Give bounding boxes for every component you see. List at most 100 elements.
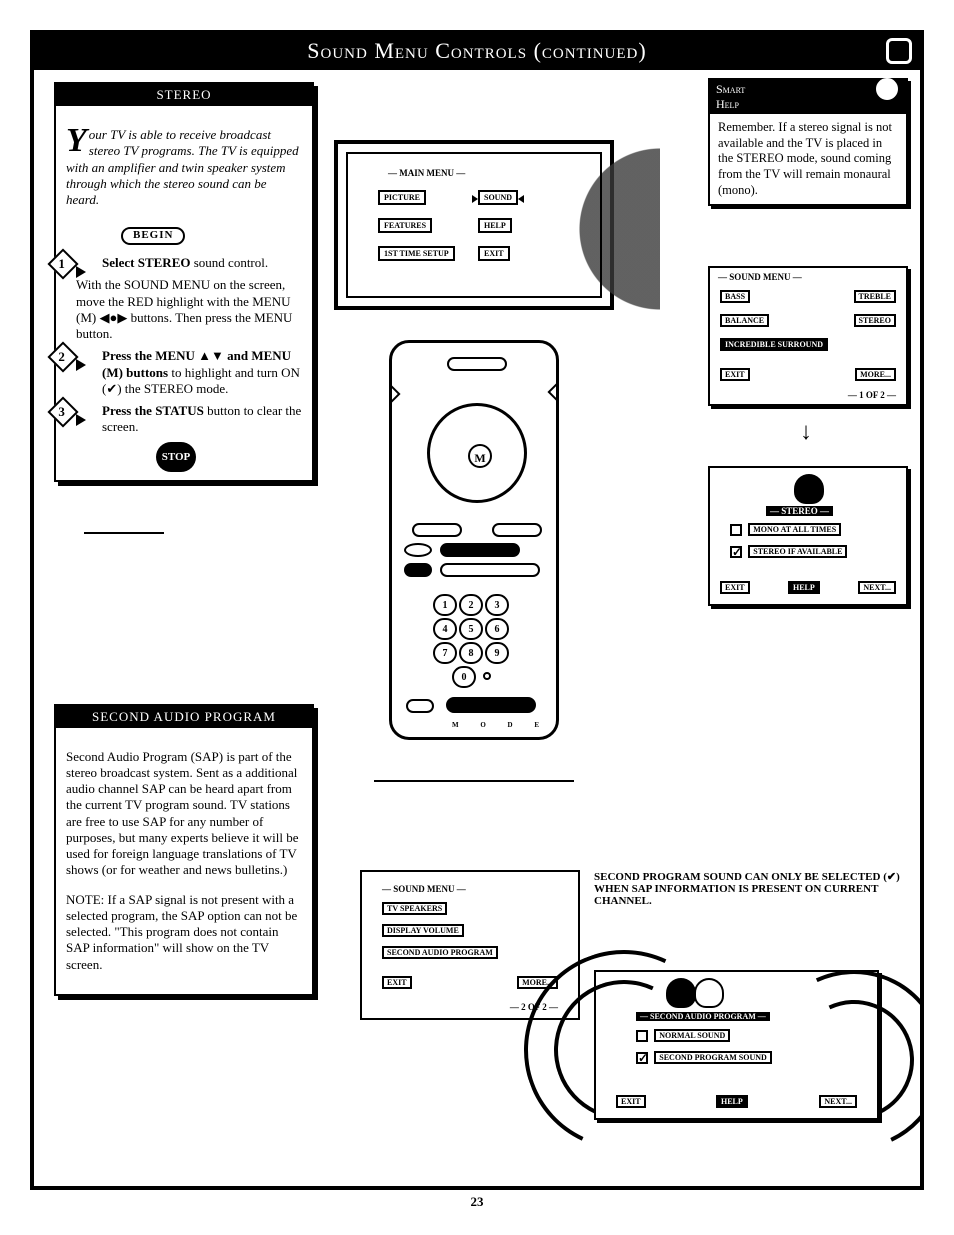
step1b-text: With the SOUND MENU on the screen, move … [76, 277, 292, 341]
step1-bold: Select STEREO [102, 255, 190, 270]
sound-menu-2-label: — SOUND MENU — [382, 884, 466, 894]
remote-mode-bar [446, 697, 536, 713]
sap-text: Second Audio Program (SAP) is part of th… [66, 749, 302, 879]
btn-treble: TREBLE [854, 290, 896, 303]
remote-bar-2 [440, 563, 540, 577]
btn-exit2: EXIT [720, 581, 750, 594]
sap-header: SECOND AUDIO PROGRAM [56, 706, 312, 728]
btn-next2: NEXT... [858, 581, 896, 594]
sound-menu-1-screen: — SOUND MENU — BASS TREBLE BALANCE STERE… [708, 266, 908, 406]
remote-mode-label: M O D E [452, 721, 549, 729]
remote-round-1 [404, 543, 432, 557]
step3-bold: Press the STATUS [102, 403, 204, 418]
remote-top-pill [447, 357, 507, 371]
btn-exit1: EXIT [720, 368, 750, 381]
btn-exit4: EXIT [616, 1095, 646, 1108]
stereo-body: Y our TV is able to receive broadcast st… [56, 106, 312, 480]
remote-pill-2 [492, 523, 542, 537]
step-1b: With the SOUND MENU on the screen, move … [66, 277, 302, 342]
step1-text: sound control. [190, 255, 268, 270]
intro-rest: our TV is able to receive broadcast ster… [66, 127, 299, 207]
left-column: STEREO Y our TV is able to receive broad… [54, 82, 314, 1010]
remote-dark-pill [404, 563, 432, 577]
step-marker-1: 1 [52, 253, 86, 279]
sap-center-note: SECOND PROGRAM SOUND CAN ONLY BE SELECTE… [594, 870, 904, 907]
page-title: Sound Menu Controls (continued) [307, 38, 646, 63]
lightbulb-icon [872, 78, 902, 114]
btn-help4: HELP [716, 1095, 748, 1108]
outer-frame: Sound Menu Controls (continued) STEREO Y… [30, 30, 924, 1190]
faces-icon [666, 978, 724, 1013]
sap-body: Second Audio Program (SAP) is part of th… [56, 728, 312, 994]
center-divider [374, 780, 574, 782]
stereo-intro: Y our TV is able to receive broadcast st… [66, 127, 302, 208]
btn-sound: SOUND [478, 190, 518, 205]
stereo-options-screen: — STEREO — MONO AT ALL TIMES STEREO IF A… [708, 466, 908, 606]
btn-sap: SECOND AUDIO PROGRAM [382, 946, 498, 959]
btn-picture: PICTURE [378, 190, 426, 205]
btn-tvspeakers: TV SPEAKERS [382, 902, 447, 915]
checkbox-mono [730, 524, 742, 536]
content: STEREO Y our TV is able to receive broad… [34, 70, 920, 1186]
sound-menu-footer: — 1 OF 2 — [848, 390, 896, 400]
btn-exit: EXIT [478, 246, 510, 261]
btn-first-time: 1ST TIME SETUP [378, 246, 455, 261]
down-arrow-icon: ↓ [800, 419, 812, 446]
step-3: 3 Press the STATUS button to clear the s… [66, 403, 302, 436]
left-divider [84, 532, 164, 534]
btn-bass: BASS [720, 290, 750, 303]
btn-surround: INCREDIBLE SURROUND [720, 338, 828, 351]
remote-dpad-ring: M [427, 403, 527, 503]
sap-note: NOTE: If a SAP signal is not present wit… [66, 892, 302, 973]
main-menu-screen: — MAIN MENU — PICTURE SOUND FEATURES HEL… [334, 140, 614, 310]
stop-badge: STOP [156, 442, 196, 472]
stereo-panel: STEREO Y our TV is able to receive broad… [54, 82, 314, 482]
remote-control: M 2 1 3 1 2 123 456 [389, 340, 559, 740]
opt-second: SECOND PROGRAM SOUND [636, 1052, 772, 1064]
center-column: — MAIN MENU — PICTURE SOUND FEATURES HEL… [334, 140, 614, 802]
btn-help2: HELP [788, 581, 820, 594]
step-2: 2 Press the MENU ▲▼ and MENU (M) buttons… [66, 348, 302, 397]
remote-menu-button: M [468, 444, 492, 468]
remote-power [406, 699, 434, 713]
checkbox-normal [636, 1030, 648, 1042]
opt-normal: NORMAL SOUND [636, 1030, 730, 1042]
stereo-header: STEREO [56, 84, 312, 106]
sound-menu-label: — SOUND MENU — [718, 272, 802, 282]
page-number: 23 [30, 1194, 924, 1210]
btn-features: FEATURES [378, 218, 432, 233]
step-marker-2: 2 [52, 346, 86, 372]
btn-stereo: STEREO [854, 314, 896, 327]
corner-icon [886, 38, 912, 64]
sap-options-screen: — SECOND AUDIO PROGRAM — NORMAL SOUND SE… [594, 970, 879, 1120]
dropcap: Y [66, 127, 89, 155]
tv-inner: — MAIN MENU — PICTURE SOUND FEATURES HEL… [346, 152, 602, 298]
begin-badge: BEGIN [121, 227, 185, 245]
btn-next4: NEXT... [819, 1095, 857, 1108]
sap-opt-label: — SECOND AUDIO PROGRAM — [636, 1012, 770, 1021]
remote-pill-1 [412, 523, 462, 537]
callout-2: 2 [389, 383, 396, 410]
btn-exit3: EXIT [382, 976, 412, 989]
main-menu-label: — MAIN MENU — [388, 168, 465, 178]
checkbox-stereo [730, 546, 742, 558]
remote-keypad: 123 456 789 0 [432, 593, 510, 689]
page-title-bar: Sound Menu Controls (continued) [34, 34, 920, 70]
opt-stereo-avail: STEREO IF AVAILABLE [730, 546, 847, 558]
checkbox-second [636, 1052, 648, 1064]
remote-bar-dark [440, 543, 520, 557]
btn-more1: MORE... [855, 368, 896, 381]
opt-mono: MONO AT ALL TIMES [730, 524, 841, 536]
callout-3: 3 [552, 381, 559, 408]
step-marker-3: 3 [52, 401, 86, 427]
smart-help-header: Smart Help [710, 80, 906, 114]
stereo-opt-label: — STEREO — [766, 506, 833, 516]
smart-help-body: Remember. If a stereo signal is not avai… [710, 114, 906, 204]
btn-balance: BALANCE [720, 314, 769, 327]
smart-help-panel: Smart Help Remember. If a stereo signal … [708, 78, 908, 206]
btn-help: HELP [478, 218, 512, 233]
sap-panel: SECOND AUDIO PROGRAM Second Audio Progra… [54, 704, 314, 996]
right-column: Smart Help Remember. If a stereo signal … [708, 78, 908, 606]
page: Sound Menu Controls (continued) STEREO Y… [0, 0, 954, 1235]
btn-dispvol: DISPLAY VOLUME [382, 924, 464, 937]
